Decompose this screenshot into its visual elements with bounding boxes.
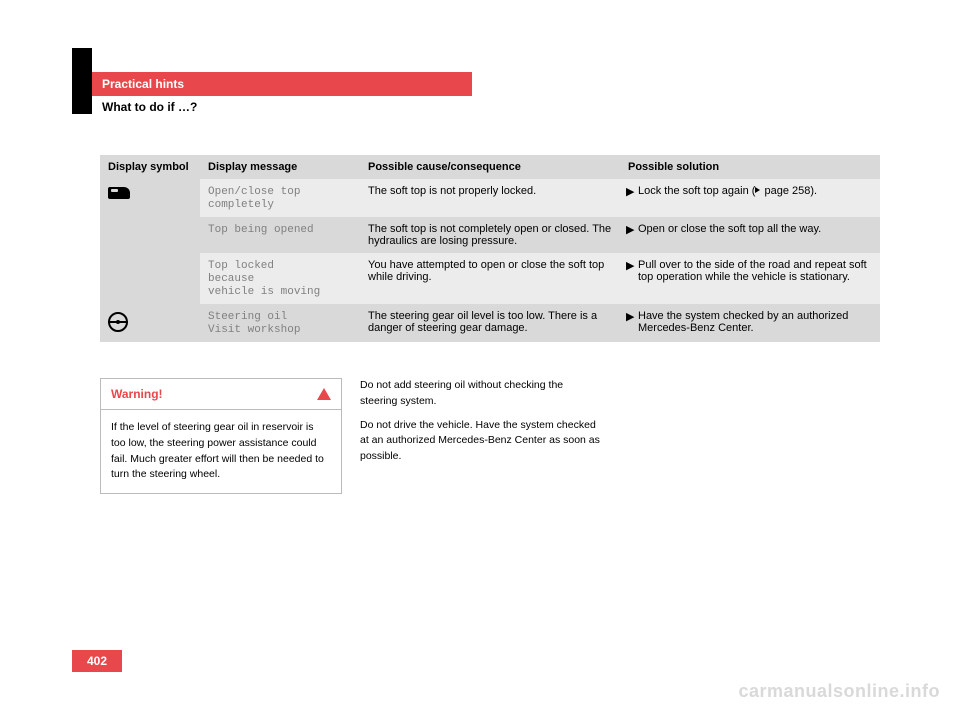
cause-cell: You have attempted to open or close the …: [360, 253, 620, 304]
note-paragraph: Do not drive the vehicle. Have the syste…: [360, 418, 600, 465]
message-cell: Top locked because vehicle is moving: [200, 253, 360, 304]
solution-cell: ▶Open or close the soft top all the way.: [620, 217, 880, 253]
col-header: Display symbol: [100, 155, 200, 179]
steering-icon: [108, 312, 128, 332]
col-header: Possible solution: [620, 155, 880, 179]
note-paragraph: Do not add steering oil without checking…: [360, 378, 600, 410]
convertible-icon: [108, 187, 130, 199]
action-arrow-icon: ▶: [626, 185, 638, 198]
message-cell: Top being opened: [200, 217, 360, 253]
table-row: Top locked because vehicle is moving You …: [100, 253, 880, 304]
table-row: Open/close top completely The soft top is…: [100, 179, 880, 217]
warning-body: If the level of steering gear oil in res…: [101, 410, 341, 493]
cause-cell: The soft top is not completely open or c…: [360, 217, 620, 253]
col-header: Display message: [200, 155, 360, 179]
display-message-text: Top being opened: [208, 224, 314, 236]
page-ref-icon: [755, 187, 760, 193]
display-message-text: Open/close top completely: [208, 186, 300, 211]
solution-cell: ▶Lock the soft top again ( page 258).: [620, 179, 880, 217]
cause-cell: The steering gear oil level is too low. …: [360, 304, 620, 342]
solution-text: Lock the soft top again ( page 258).: [638, 185, 868, 197]
table-row: Steering oil Visit workshop The steering …: [100, 304, 880, 342]
symbol-cell: [100, 304, 200, 342]
solution-text: Pull over to the side of the road and re…: [638, 259, 868, 283]
cause-cell: The soft top is not properly locked.: [360, 179, 620, 217]
action-arrow-icon: ▶: [626, 310, 638, 323]
display-messages-table: Display symbol Display message Possible …: [100, 155, 880, 342]
warning-icon: [317, 388, 331, 400]
display-message-text: Top locked because vehicle is moving: [208, 260, 320, 298]
message-cell: Steering oil Visit workshop: [200, 304, 360, 342]
message-cell: Open/close top completely: [200, 179, 360, 217]
section-subheader: What to do if …?: [92, 100, 197, 114]
action-arrow-icon: ▶: [626, 223, 638, 236]
page-number: 402: [72, 650, 122, 672]
display-message-text: Steering oil Visit workshop: [208, 311, 300, 336]
table-row: Top being opened The soft top is not comp…: [100, 217, 880, 253]
action-arrow-icon: ▶: [626, 259, 638, 272]
warning-header: Warning!: [101, 379, 341, 410]
symbol-cell: [100, 179, 200, 304]
solution-cell: ▶Pull over to the side of the road and r…: [620, 253, 880, 304]
solution-text: Open or close the soft top all the way.: [638, 223, 868, 235]
note-column: Do not add steering oil without checking…: [360, 378, 600, 473]
watermark: carmanualsonline.info: [738, 681, 940, 702]
solution-cell: ▶Have the system checked by an authorize…: [620, 304, 880, 342]
warning-title: Warning!: [111, 387, 163, 401]
solution-text: Have the system checked by an authorized…: [638, 310, 868, 334]
section-header: Practical hints: [92, 72, 472, 96]
page-tab: [72, 48, 92, 114]
col-header: Possible cause/consequence: [360, 155, 620, 179]
warning-box: Warning! If the level of steering gear o…: [100, 378, 342, 494]
